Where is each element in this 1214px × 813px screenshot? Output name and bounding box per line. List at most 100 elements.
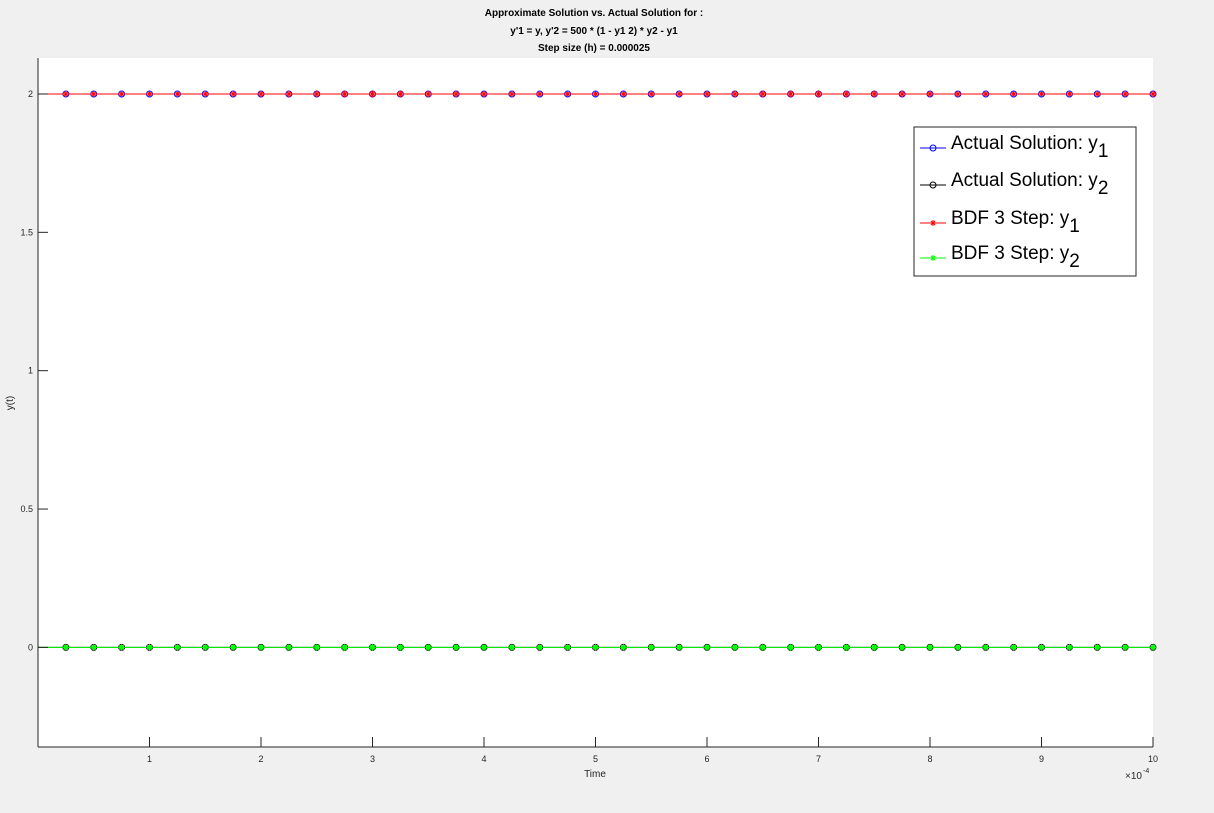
data-point	[759, 90, 766, 98]
data-point	[118, 90, 125, 98]
data-point-fill	[1039, 645, 1044, 650]
series-3	[38, 90, 1157, 98]
data-point	[648, 90, 655, 98]
data-point-fill	[286, 645, 292, 650]
y-tick-label: 1.5	[20, 227, 33, 237]
data-point	[926, 90, 934, 98]
x-exponent-base: ×10	[1125, 771, 1142, 782]
x-tick-label: 3	[370, 754, 375, 764]
data-point-fill	[147, 645, 152, 650]
x-exponent: ×10 -4	[1125, 768, 1149, 782]
data-point-fill	[258, 645, 264, 650]
data-point-fill	[927, 645, 933, 650]
y-ticks: 0 0.5 1 1.5 2	[20, 89, 48, 652]
legend-box	[913, 126, 1137, 277]
y-tick-label: 1	[28, 366, 33, 376]
data-point-fill	[1095, 645, 1100, 650]
data-point	[146, 90, 153, 98]
title-line-3: Step size (h) = 0.000025	[538, 43, 650, 54]
legend-label: Actual Solution: y2	[951, 170, 1108, 199]
legend-item: BDF 3 Step: y2	[920, 243, 1080, 272]
data-point	[564, 90, 571, 98]
data-point-fill	[621, 645, 626, 650]
data-point	[898, 90, 906, 98]
legend-label: BDF 3 Step: y2	[951, 243, 1080, 272]
title-line-1: Approximate Solution vs. Actual Solution…	[485, 8, 704, 19]
data-point	[620, 90, 627, 98]
x-tick-label: 5	[593, 754, 598, 764]
data-point	[285, 90, 293, 98]
data-point-fill	[816, 645, 821, 650]
data-point-fill	[1067, 645, 1072, 650]
data-point-fill	[732, 645, 738, 650]
x-tick-label: 9	[1039, 754, 1044, 764]
legend-label: BDF 3 Step: y1	[951, 208, 1080, 237]
data-point	[257, 90, 265, 98]
title-line-2: y'1 = y, y'2 = 500 * (1 - y1 2) * y2 - y…	[510, 26, 678, 37]
x-axis-label: Time	[584, 769, 606, 780]
data-point	[202, 90, 209, 98]
data-point-fill	[398, 645, 403, 650]
data-point-fill	[649, 645, 654, 650]
data-point	[731, 90, 739, 98]
legend-items: Actual Solution: y1 Actual Solution: y2 BD…	[920, 133, 1108, 272]
data-point-fill	[899, 645, 905, 650]
x-tick-label: 1	[147, 754, 152, 764]
data-point	[929, 181, 937, 189]
x-tick-label: 8	[927, 754, 932, 764]
data-point	[508, 90, 516, 98]
data-point	[871, 90, 878, 98]
data-point-fill	[704, 645, 710, 650]
data-point	[1010, 90, 1017, 98]
data-point-fill	[676, 645, 682, 650]
x-tick-label: 4	[481, 754, 486, 764]
data-point	[1094, 90, 1101, 98]
data-point	[1038, 90, 1045, 98]
data-point	[341, 90, 348, 98]
data-point	[815, 90, 822, 98]
x-tick-label: 6	[704, 754, 709, 764]
legend-item: Actual Solution: y1	[920, 133, 1108, 162]
data-point-fill	[175, 645, 180, 650]
data-point-fill	[426, 645, 431, 650]
legend: Actual Solution: y1 Actual Solution: y2 BD…	[913, 126, 1137, 277]
x-ticks: 1 2 3 4 5 6 7 8 9 10	[147, 737, 1158, 764]
data-point-fill	[844, 645, 849, 650]
data-point-fill	[314, 645, 319, 650]
data-point-fill	[1011, 645, 1016, 650]
data-point	[369, 90, 376, 98]
data-point-fill	[983, 645, 988, 650]
data-point	[930, 220, 936, 226]
data-point-fill	[63, 645, 69, 650]
data-point	[843, 90, 850, 98]
data-point	[954, 90, 962, 98]
data-point	[425, 90, 432, 98]
data-point	[90, 90, 97, 98]
data-point	[787, 90, 794, 98]
data-point	[62, 90, 70, 98]
data-point	[536, 90, 543, 98]
data-point	[397, 90, 404, 98]
legend-item: Actual Solution: y2	[920, 170, 1108, 199]
x-tick-label: 10	[1148, 754, 1158, 764]
x-tick-label: 7	[816, 754, 821, 764]
y-axis-label: y(t)	[5, 396, 16, 410]
data-point-fill	[119, 645, 124, 650]
data-point	[313, 90, 320, 98]
data-point	[703, 90, 711, 98]
data-point-fill	[537, 645, 542, 650]
data-point-fill	[1122, 645, 1128, 650]
data-point	[1149, 90, 1157, 98]
data-point-fill	[593, 645, 598, 650]
chart-title: Approximate Solution vs. Actual Solution…	[485, 8, 704, 54]
y-tick-label: 0.5	[20, 504, 33, 514]
data-point	[1066, 90, 1073, 98]
data-point	[592, 90, 599, 98]
data-point	[174, 90, 181, 98]
data-point-fill	[955, 645, 961, 650]
data-point	[1121, 90, 1129, 98]
data-point	[982, 90, 989, 98]
data-point	[229, 90, 237, 98]
data-point	[480, 90, 488, 98]
